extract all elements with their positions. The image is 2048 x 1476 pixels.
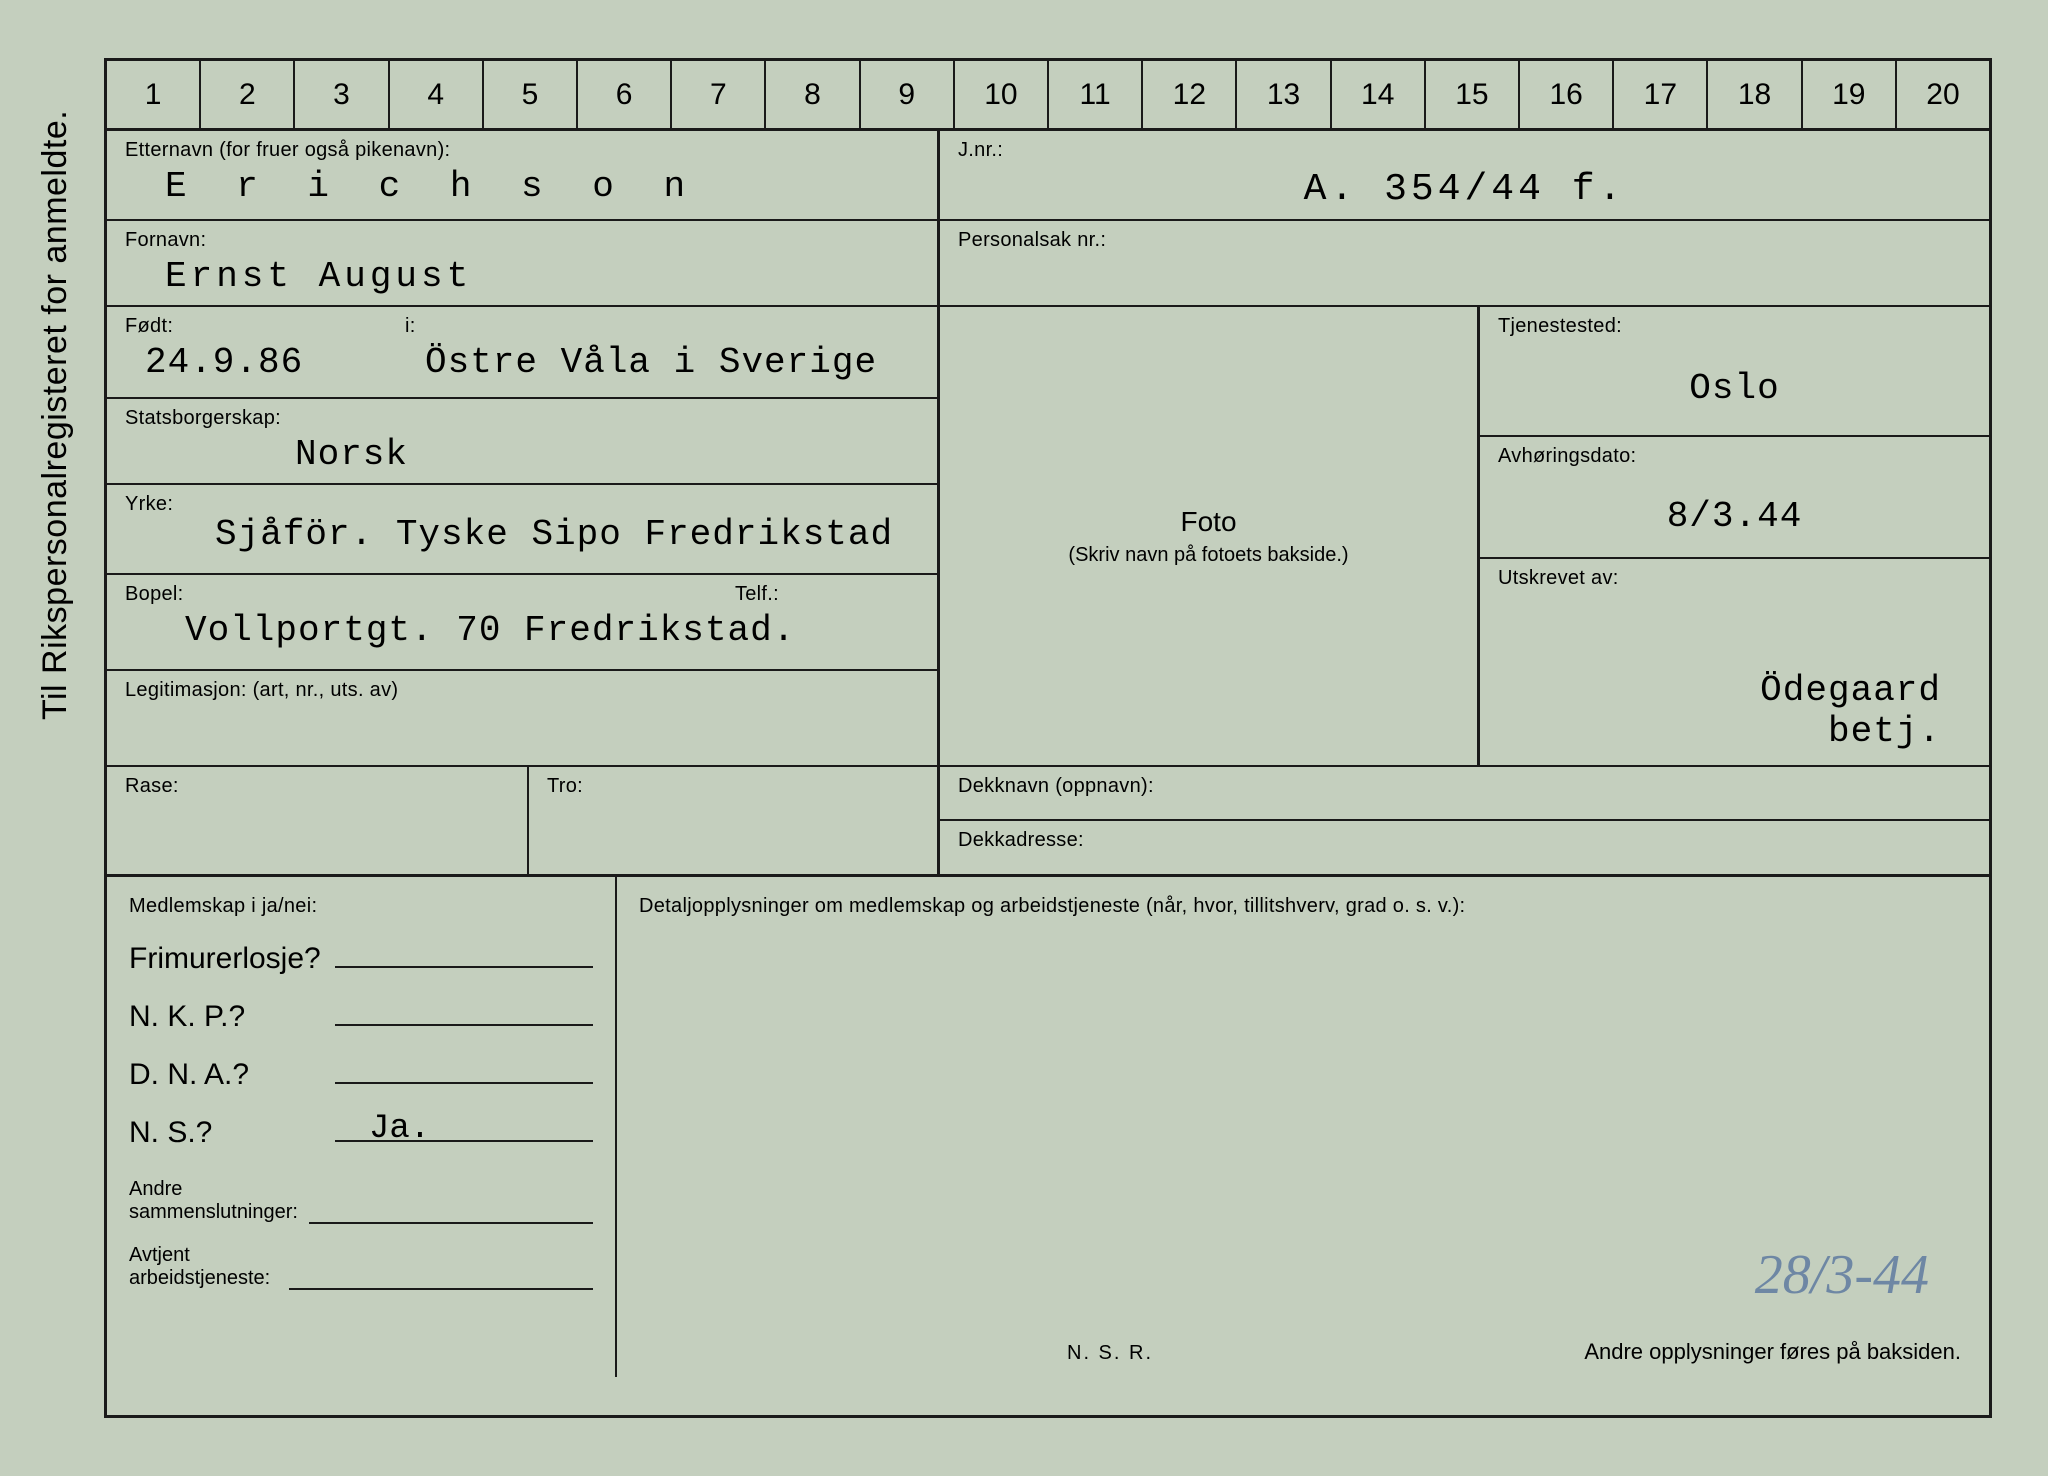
citizenship-value: Norsk [295, 434, 919, 475]
citizenship-label: Statsborgerskap: [125, 407, 919, 430]
firstname-label: Fornavn: [125, 229, 919, 252]
foto-title: Foto [1180, 506, 1236, 538]
utskrevet-label: Utskrevet av: [1498, 567, 1971, 590]
ruler-cell: 17 [1614, 61, 1708, 128]
ruler-cell: 13 [1237, 61, 1331, 128]
ruler-cell: 2 [201, 61, 295, 128]
column-ruler: 1 2 3 4 5 6 7 8 9 10 11 12 13 14 15 16 1… [107, 61, 1989, 131]
ruler-cell: 10 [955, 61, 1049, 128]
surname-label: Etternavn (for fruer også pikenavn): [125, 139, 919, 162]
tro-label: Tro: [547, 775, 919, 798]
ruler-cell: 19 [1803, 61, 1897, 128]
ruler-cell: 8 [766, 61, 860, 128]
footer-note: Andre opplysninger føres på baksiden. [1584, 1339, 1961, 1365]
utskrevet-value: Ödegaard betj. [1498, 670, 1971, 752]
telf-label: Telf.: [735, 583, 779, 606]
membership-question: N. K. P.? [129, 1000, 329, 1034]
tro-field: Tro: [527, 767, 937, 874]
legitimation-label: Legitimasjon: (art, nr., uts. av) [125, 679, 919, 702]
membership-header: Medlemskap i ja/nei: [129, 895, 593, 918]
ruler-cell: 1 [107, 61, 201, 128]
details-header: Detaljopplysninger om medlemskap og arbe… [639, 895, 1967, 918]
underline [335, 944, 593, 968]
occupation-label: Yrke: [125, 493, 919, 516]
avhoringsdato-value: 8/3.44 [1498, 496, 1971, 537]
residence-field: Bopel: Telf.: Vollportgt. 70 Fredrikstad… [107, 575, 937, 671]
ruler-cell: 18 [1708, 61, 1802, 128]
ruler-cell: 20 [1897, 61, 1989, 128]
ruler-cell: 12 [1143, 61, 1237, 128]
tjenestested-value: Oslo [1498, 368, 1971, 409]
nsr-mark: N. S. R. [1067, 1342, 1153, 1365]
surname-value: E r i c h s o n [165, 166, 919, 207]
dekkadresse-label: Dekkadresse: [958, 829, 1971, 852]
dekknavn-label: Dekknavn (oppnavn): [958, 775, 1971, 798]
utskrevet-field: Utskrevet av: Ödegaard betj. [1480, 559, 1989, 765]
born-field: Født: i: 24.9.86 Östre Våla i Sverige [107, 307, 937, 399]
occupation-field: Yrke: Sjåför. Tyske Sipo Fredrikstad [107, 485, 937, 575]
ruler-cell: 5 [484, 61, 578, 128]
surname-field: Etternavn (for fruer også pikenavn): E r… [107, 131, 937, 219]
born-value: 24.9.86 [145, 342, 425, 383]
membership-item: D. N. A.? [129, 1058, 593, 1092]
andre-sammenslutninger-label: Andre sammenslutninger: [129, 1178, 593, 1224]
personalsak-label: Personalsak nr.: [958, 229, 1971, 252]
avhoringsdato-label: Avhøringsdato: [1498, 445, 1971, 468]
membership-item: Frimurerlosje? [129, 942, 593, 976]
jnr-value: A. 354/44 f. [958, 168, 1971, 211]
underline [335, 1002, 593, 1026]
membership-question: Frimurerlosje? [129, 942, 329, 976]
ruler-cell: 3 [295, 61, 389, 128]
membership-question: N. S.? [129, 1116, 329, 1150]
ruler-cell: 15 [1426, 61, 1520, 128]
underline [335, 1060, 593, 1084]
ruler-cell: 11 [1049, 61, 1143, 128]
firstname-field: Fornavn: Ernst August [107, 221, 937, 305]
tjenestested-field: Tjenestested: Oslo [1480, 307, 1989, 437]
jnr-label: J.nr.: [958, 139, 1971, 162]
registration-card: 1 2 3 4 5 6 7 8 9 10 11 12 13 14 15 16 1… [104, 58, 1992, 1418]
underline [309, 1222, 593, 1224]
firstname-value: Ernst August [165, 256, 919, 297]
rase-field: Rase: [107, 767, 527, 874]
residence-value: Vollportgt. 70 Fredrikstad. [185, 610, 919, 651]
dekkadresse-field: Dekkadresse: [940, 821, 1989, 860]
ruler-cell: 4 [390, 61, 484, 128]
avtjent-label: Avtjent arbeidstjeneste: [129, 1244, 593, 1290]
vertical-title: Til Rikspersonalregisteret for anmeldte. [36, 110, 75, 720]
ruler-cell: 9 [861, 61, 955, 128]
details-panel: Detaljopplysninger om medlemskap og arbe… [617, 877, 1989, 1377]
avhoringsdato-field: Avhøringsdato: 8/3.44 [1480, 437, 1989, 559]
underline [289, 1288, 593, 1290]
born-place-value: Östre Våla i Sverige [425, 342, 877, 383]
foto-box: Foto (Skriv navn på fotoets bakside.) [937, 307, 1477, 765]
ruler-cell: 7 [672, 61, 766, 128]
ruler-cell: 6 [578, 61, 672, 128]
membership-item: N. S.? Ja. [129, 1116, 593, 1150]
tjenestested-label: Tjenestested: [1498, 315, 1971, 338]
ruler-cell: 14 [1332, 61, 1426, 128]
born-label: Født: [125, 315, 405, 338]
handwritten-date: 28/3-44 [1755, 1243, 1929, 1307]
occupation-value: Sjåför. Tyske Sipo Fredrikstad [215, 514, 919, 555]
residence-label: Bopel: [125, 583, 735, 606]
membership-answer: Ja. [369, 1110, 430, 1148]
ruler-cell: 16 [1520, 61, 1614, 128]
foto-subtitle: (Skriv navn på fotoets bakside.) [1068, 544, 1348, 567]
membership-item: N. K. P.? [129, 1000, 593, 1034]
jnr-field: J.nr.: A. 354/44 f. [937, 131, 1989, 219]
dekknavn-field: Dekknavn (oppnavn): [940, 767, 1989, 821]
personalsak-field: Personalsak nr.: [937, 221, 1989, 305]
citizenship-field: Statsborgerskap: Norsk [107, 399, 937, 485]
membership-panel: Medlemskap i ja/nei: Frimurerlosje? N. K… [107, 877, 617, 1377]
born-in-label: i: [405, 315, 416, 338]
membership-question: D. N. A.? [129, 1058, 329, 1092]
legitimation-field: Legitimasjon: (art, nr., uts. av) [107, 671, 937, 765]
rase-label: Rase: [125, 775, 509, 798]
